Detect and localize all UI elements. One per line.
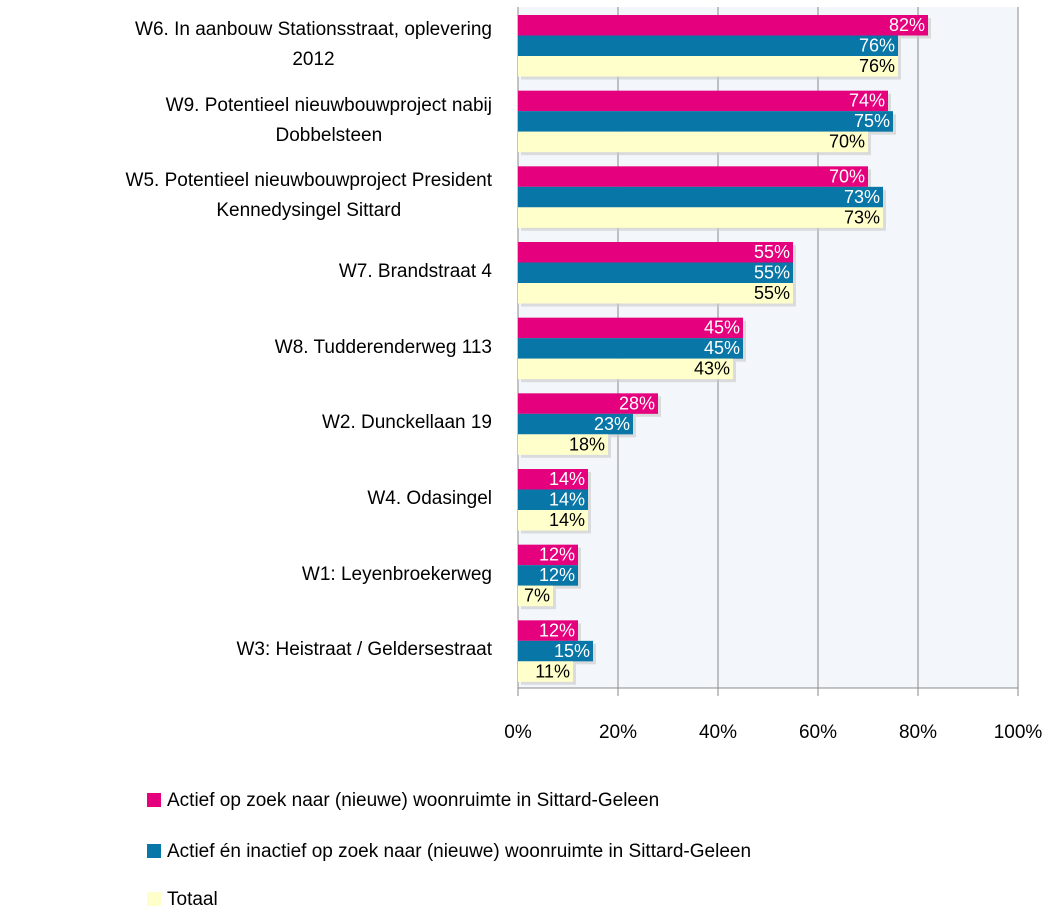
value-label: 76% — [859, 56, 895, 76]
bar — [518, 242, 793, 263]
bar — [518, 489, 588, 510]
x-tick-label: 20% — [599, 722, 637, 743]
x-tick-label: 80% — [899, 722, 937, 743]
value-label: 12% — [539, 620, 575, 640]
value-label: 75% — [854, 111, 890, 131]
value-label: 14% — [549, 510, 585, 530]
category-label-box: W2. Dunckellaan 19 — [322, 385, 492, 461]
value-label: 73% — [844, 187, 880, 207]
bar — [518, 620, 578, 641]
bar — [518, 90, 888, 112]
bar — [518, 565, 578, 586]
value-label: 70% — [829, 166, 865, 186]
bar — [518, 510, 588, 531]
bar — [518, 640, 593, 662]
category-label-box: W5. Potentieel nieuwbouwproject Presiden… — [126, 158, 492, 234]
bar — [518, 15, 928, 36]
legend-label: Actief op zoek naar (nieuwe) woonruimte … — [167, 790, 659, 811]
value-label: 12% — [539, 565, 575, 585]
value-label: 12% — [539, 545, 575, 565]
value-label: 23% — [594, 414, 630, 434]
bar — [518, 661, 573, 682]
category-label-box: W6. In aanbouw Stationsstraat, opleverin… — [135, 7, 492, 83]
bar — [518, 207, 883, 228]
value-label: 45% — [704, 318, 740, 338]
y-tick-label: W5. Potentieel nieuwbouwproject Presiden… — [125, 170, 492, 222]
bar — [518, 585, 553, 607]
y-tick-label: W7. Brandstraat 4 — [338, 261, 492, 282]
y-tick-label: W2. Dunckellaan 19 — [321, 412, 492, 434]
value-label: 14% — [549, 469, 585, 489]
y-tick-label: W6. In aanbouw Stationsstraat, opleverin… — [135, 19, 492, 70]
legend-swatch — [147, 793, 161, 807]
bar — [518, 262, 793, 283]
bar — [518, 358, 733, 380]
value-label: 15% — [554, 641, 590, 661]
category-label-box: W4. Odasingel — [367, 461, 492, 537]
value-label: 76% — [859, 36, 895, 56]
value-label: 28% — [619, 393, 655, 413]
y-tick-label: W8. Tudderenderweg 113 — [274, 336, 492, 358]
value-label: 18% — [569, 434, 605, 454]
x-tick-label: 100% — [994, 722, 1043, 743]
bar — [518, 393, 658, 414]
legend-label: Totaal — [167, 889, 218, 909]
bar — [518, 283, 793, 304]
category-label-box: W3: Heistraat / Geldersestraat — [236, 612, 492, 688]
value-label: 73% — [844, 207, 880, 227]
bar — [518, 166, 868, 187]
legend-label: Actief én inactief op zoek naar (nieuwe)… — [167, 841, 751, 862]
legend-swatch — [147, 844, 161, 858]
category-label-box: W1: Leyenbroekerweg — [302, 537, 492, 613]
y-tick-label: W1: Leyenbroekerweg — [301, 563, 492, 585]
value-label: 55% — [754, 242, 790, 262]
value-label: 14% — [549, 490, 585, 510]
category-label-box: W8. Tudderenderweg 113 — [275, 310, 492, 386]
value-label: 74% — [849, 91, 885, 111]
bar — [518, 544, 578, 566]
value-label: 7% — [524, 586, 550, 606]
bar — [518, 413, 633, 435]
bar — [518, 131, 868, 153]
bar — [518, 186, 883, 208]
x-tick-label: 40% — [699, 722, 737, 743]
bar — [518, 111, 893, 132]
value-label: 43% — [694, 359, 730, 379]
bar — [518, 469, 588, 490]
value-label: 82% — [889, 15, 925, 35]
bar — [518, 434, 608, 455]
value-label: 55% — [754, 263, 790, 283]
value-label: 45% — [704, 338, 740, 358]
bar — [518, 35, 898, 56]
value-label: 55% — [754, 283, 790, 303]
bar — [518, 338, 743, 359]
y-tick-label: W3: Heistraat / Geldersestraat — [236, 639, 492, 661]
value-label: 70% — [829, 132, 865, 152]
category-label-box: W7. Brandstraat 4 — [339, 234, 492, 310]
x-tick-label: 60% — [799, 722, 837, 743]
value-label: 11% — [535, 661, 570, 681]
legend-swatch — [147, 892, 161, 906]
y-tick-label: W9. Potentieel nieuwbouwproject nabij Do… — [165, 94, 492, 146]
category-label-box: W9. Potentieel nieuwbouwproject nabij Do… — [166, 83, 492, 159]
x-tick-label: 0% — [504, 722, 532, 743]
bar — [518, 56, 898, 77]
y-tick-label: W4. Odasingel — [367, 488, 492, 509]
bar — [518, 317, 743, 339]
